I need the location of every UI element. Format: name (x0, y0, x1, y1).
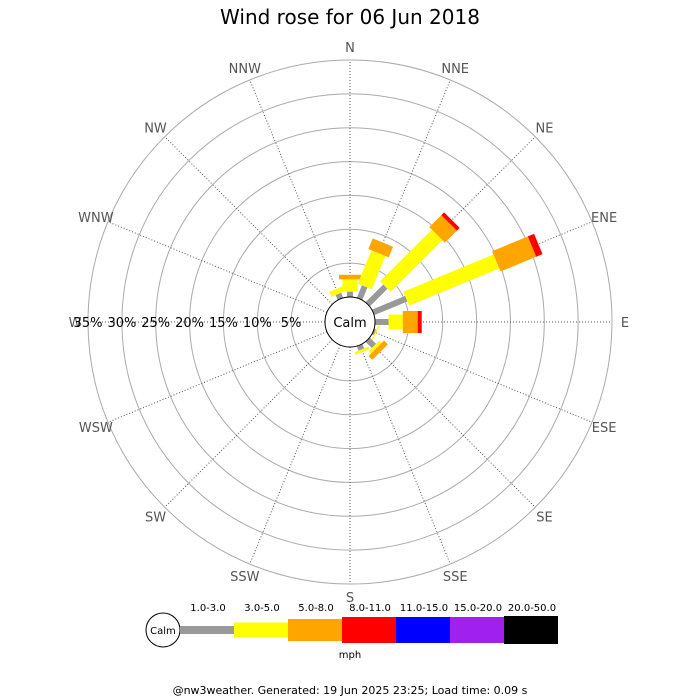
ring-percent-labels: 5% 10% 15% 20% 25% 30% 35% (74, 316, 302, 331)
legend-swatch-1-0-3-0 (180, 626, 234, 634)
bar-nne-1-0-3-0 (356, 285, 368, 301)
legend-calm-label: Calm (150, 626, 176, 637)
legend-label-3-0-5-0: 3.0-5.0 (244, 603, 279, 614)
ring-label-5-: 5% (281, 316, 302, 331)
ring-label-10-: 10% (243, 316, 272, 331)
bar-ene-5-0-8-0 (492, 236, 537, 272)
bar-nne-5-0-8-0 (368, 238, 394, 258)
spoke-wsw (107, 331, 328, 423)
legend-swatch-15-0-20-0 (450, 617, 504, 643)
bar-se-3-0-5-0 (368, 340, 382, 354)
legend-label-20-0-50-0: 20.0-50.0 (508, 603, 556, 614)
bar-sse-3-0-5-0 (354, 346, 370, 355)
grid-ring-5 (155, 127, 545, 517)
grid-ring-7 (87, 59, 613, 585)
bar-ne-8-0-11-0 (441, 212, 460, 231)
ring-label-15-: 15% (209, 316, 238, 331)
spoke-nnw (249, 79, 341, 300)
spoke-ssw (249, 344, 341, 565)
footer-text: @nw3weather. Generated: 19 Jun 2025 23:2… (173, 684, 528, 697)
legend-unit: mph (339, 650, 361, 661)
bar-ene-8-0-11-0 (527, 233, 543, 257)
direction-label-wsw: WSW (79, 421, 113, 436)
direction-label-ssw: SSW (230, 570, 260, 585)
grid-ring-3 (222, 194, 478, 450)
grid-ring-6 (121, 93, 579, 551)
legend-label-15-0-20-0: 15.0-20.0 (454, 603, 502, 614)
legend-swatch-11-0-15-0 (396, 617, 450, 643)
direction-label-ene: ENE (591, 211, 617, 226)
spoke-sse (359, 344, 451, 565)
legend-swatch-20-0-50-0 (504, 616, 558, 644)
spoke-se (367, 339, 536, 508)
spoke-nw (164, 136, 333, 305)
bar-nnw-3-0-5-0 (329, 285, 346, 297)
bar-nnw-1-0-3-0 (335, 292, 344, 301)
legend-label-8-0-11-0: 8.0-11.0 (349, 603, 391, 614)
bar-se-1-0-3-0 (365, 337, 377, 349)
direction-label-s: S (346, 591, 354, 606)
direction-label-w: W (69, 316, 82, 331)
spoke-sw (164, 339, 333, 508)
direction-labels: N NNE NE ENE E ESE SE SSE S SSW SW WSW W WNW NW NNW (69, 41, 630, 606)
grid-ring-2 (256, 228, 444, 416)
bar-ne-3-0-5-0 (380, 229, 443, 292)
legend-swatch-8-0-11-0 (342, 617, 396, 643)
spoke-ese (372, 331, 593, 423)
speed-legend: Calm mph 1.0-3.0 3.0-5.0 5.0-8.0 8.0-11.0 11… (145, 603, 558, 661)
ring-label-25-: 25% (141, 316, 170, 331)
direction-label-wnw: WNW (78, 211, 114, 226)
calm-center: Calm (324, 296, 376, 348)
ring-label-30-: 30% (107, 316, 136, 331)
chart-title: Wind rose for 06 Jun 2018 (220, 5, 480, 29)
direction-label-ne: NE (536, 122, 554, 137)
spoke-wnw (107, 221, 328, 313)
direction-label-ese: ESE (592, 421, 617, 436)
legend-label-1-0-3-0: 1.0-3.0 (190, 603, 225, 614)
direction-label-se: SE (536, 511, 552, 526)
direction-label-nnw: NNW (229, 62, 261, 77)
wind-bars (329, 212, 543, 360)
bar-ese-3-0-5-0 (371, 325, 380, 340)
calm-label: Calm (333, 316, 366, 331)
bar-ne-5-0-8-0 (429, 215, 457, 243)
legend-label-5-0-8-0: 5.0-8.0 (298, 603, 333, 614)
bar-ne-1-0-3-0 (365, 284, 388, 307)
direction-label-nne: NNE (441, 62, 469, 77)
direction-label-sse: SSE (443, 570, 468, 585)
bar-sse-1-0-3-0 (356, 343, 365, 351)
direction-label-nw: NW (144, 122, 167, 137)
legend-swatch-3-0-5-0 (234, 622, 288, 638)
ring-label-35-: 35% (74, 316, 103, 331)
direction-label-sw: SW (145, 511, 166, 526)
bar-se-5-0-8-0 (368, 340, 388, 360)
legend-swatch-5-0-8-0 (288, 619, 342, 641)
legend-label-11-0-15-0: 11.0-15.0 (400, 603, 448, 614)
bar-nne-3-0-5-0 (357, 250, 386, 290)
direction-label-e: E (621, 316, 629, 331)
bar-ene-1-0-3-0 (371, 295, 408, 316)
ring-label-20-: 20% (175, 316, 204, 331)
bar-ene-3-0-5-0 (403, 254, 500, 306)
direction-label-n: N (345, 41, 355, 56)
calm-circle (324, 296, 376, 348)
